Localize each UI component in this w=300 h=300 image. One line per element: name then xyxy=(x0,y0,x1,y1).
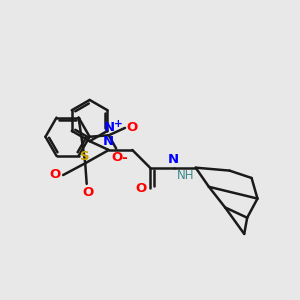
Text: S: S xyxy=(80,150,90,163)
Text: O: O xyxy=(135,182,146,195)
Text: O: O xyxy=(82,186,94,199)
Text: N: N xyxy=(168,153,179,166)
Text: O: O xyxy=(126,122,138,134)
Text: +: + xyxy=(114,119,123,129)
Text: -: - xyxy=(122,151,127,165)
Text: O: O xyxy=(111,151,122,164)
Text: NH: NH xyxy=(177,169,194,182)
Text: N: N xyxy=(104,121,115,134)
Text: N: N xyxy=(103,135,114,148)
Text: O: O xyxy=(49,168,60,181)
